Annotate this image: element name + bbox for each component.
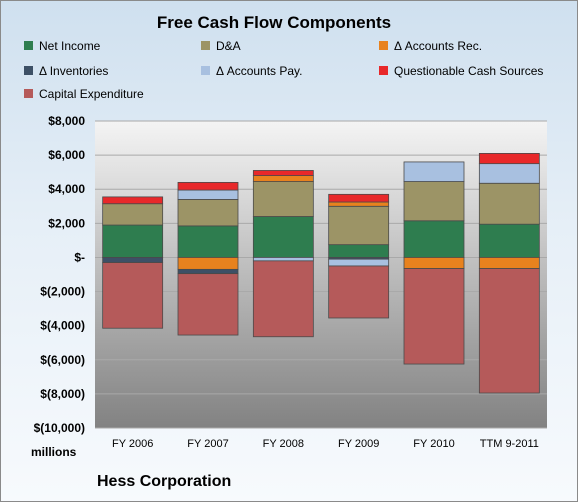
gridlines <box>95 120 547 429</box>
bars <box>102 153 540 394</box>
x-tick-label: FY 2006 <box>112 438 153 450</box>
y-tick-label: $4,000 <box>48 182 85 196</box>
legend-label: Questionable Cash Sources <box>394 64 544 78</box>
bar-segment-accounts-rec <box>177 257 239 270</box>
bar-segment-inventories <box>177 268 239 275</box>
y-tick-label: $(4,000) <box>40 319 85 333</box>
bar-segment-net-income <box>252 216 314 258</box>
legend-swatch <box>379 41 388 50</box>
bar-segment-accounts-pay <box>478 163 540 184</box>
bar-segment-capital-expenditure <box>328 265 390 319</box>
bar-segment-accounts-pay <box>177 189 239 200</box>
bar-segment-questionable-cash-sources <box>478 153 540 165</box>
bar-segment-accounts-pay <box>403 161 465 182</box>
bar-segment-accounts-pay <box>328 258 390 267</box>
company-name: Hess Corporation <box>97 473 232 490</box>
bar-segment-capital-expenditure <box>252 260 314 338</box>
bar-segment-accounts-rec <box>252 175 314 182</box>
bar-segment-capital-expenditure <box>102 262 164 329</box>
x-tick-label: TTM 9-2011 <box>480 438 539 450</box>
y-axis-ticks: $8,000 $6,000 $4,000 $2,000 $- $(2,000) $(4,00… <box>34 114 86 435</box>
bar-segment-questionable-cash-sources <box>328 193 390 203</box>
y-tick-label: $8,000 <box>48 114 85 128</box>
bar-segment-net-income <box>177 225 239 258</box>
y-tick-label: $(6,000) <box>40 353 85 367</box>
bar-segment-d-a <box>478 182 540 225</box>
bar-segment-accounts-rec <box>403 257 465 269</box>
bar-segment-capital-expenditure <box>177 273 239 336</box>
plot-area <box>95 121 547 428</box>
chart-title: Free Cash Flow Components <box>156 13 392 32</box>
legend-swatch <box>201 41 210 50</box>
y-tick-label: $6,000 <box>48 148 85 162</box>
y-tick-label: $(2,000) <box>40 285 85 299</box>
y-tick-label: $(8,000) <box>40 387 85 401</box>
x-tick-label: FY 2007 <box>187 438 228 450</box>
bar-segment-d-a <box>102 203 164 226</box>
units-label: millions <box>31 445 77 459</box>
bar-segment-questionable-cash-sources <box>102 196 164 205</box>
legend-swatch <box>379 66 388 75</box>
legend-label: Δ Accounts Rec. <box>394 39 483 53</box>
bar-segment-d-a <box>328 205 390 246</box>
legend-swatch <box>201 66 210 75</box>
legend-label: Net Income <box>39 39 101 53</box>
bar-segment-questionable-cash-sources <box>177 181 239 191</box>
legend-swatch <box>24 41 33 50</box>
x-tick-label: FY 2010 <box>413 438 454 450</box>
bar-segment-accounts-pay <box>252 257 314 262</box>
bar-segment-accounts-rec <box>328 201 390 207</box>
bar-segment-capital-expenditure <box>403 268 465 365</box>
bar-segment-net-income <box>478 223 540 258</box>
bar-segment-net-income <box>328 244 390 258</box>
bar-segment-inventories <box>102 257 164 263</box>
bar-segment-net-income <box>102 224 164 258</box>
bar-segment-accounts-rec <box>478 257 540 269</box>
x-tick-label: FY 2009 <box>338 438 379 450</box>
legend-label: Δ Inventories <box>39 64 109 78</box>
x-axis-ticks: FY 2006 FY 2007 FY 2008 FY 2009 FY 2010 TTM 9… <box>112 438 539 450</box>
legend-label: Δ Accounts Pay. <box>216 64 303 78</box>
bar-segment-capital-expenditure <box>478 268 540 394</box>
bar-segment-d-a <box>252 181 314 217</box>
bar-segment-d-a <box>403 181 465 222</box>
x-tick-label: FY 2008 <box>263 438 304 450</box>
y-tick-label: $- <box>74 250 85 264</box>
legend-swatch <box>24 66 33 75</box>
y-tick-label: $2,000 <box>48 216 85 230</box>
legend-swatch <box>24 89 33 98</box>
bar-segment-d-a <box>177 199 239 227</box>
bar-segment-net-income <box>403 220 465 258</box>
bar-segment-questionable-cash-sources <box>252 170 314 176</box>
y-tick-label: $(10,000) <box>34 421 85 435</box>
legend-label: Capital Expenditure <box>39 87 144 101</box>
legend-label: D&A <box>216 39 241 53</box>
